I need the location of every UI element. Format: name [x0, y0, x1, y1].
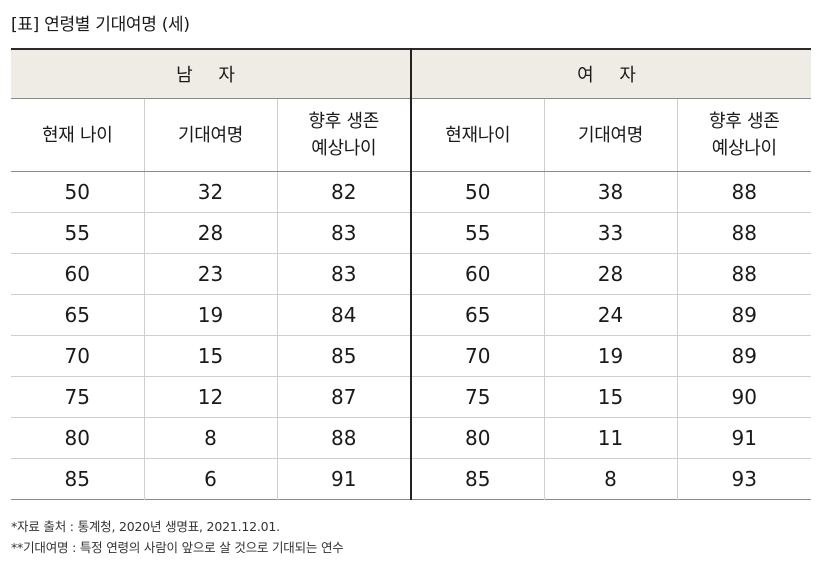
table-cell: 50 — [411, 171, 545, 213]
table-cell: 70 — [11, 335, 145, 377]
table-cell: 12 — [144, 376, 278, 418]
table-cell: 15 — [144, 335, 278, 377]
table-cell: 90 — [677, 376, 811, 418]
table-cell: 89 — [677, 294, 811, 336]
footnote-source: *자료 출처 : 통계청, 2020년 생명표, 2021.12.01. — [11, 519, 280, 534]
table-body: 50 32 82 50 38 88 55 28 83 55 33 88 60 23 83 60 28 88 65 19… — [11, 171, 811, 500]
group-header-row: 남 자 여 자 — [11, 49, 811, 99]
table-cell: 19 — [544, 335, 678, 377]
table-cell: 75 — [411, 376, 545, 418]
table-cell: 84 — [277, 294, 412, 336]
table-cell: 28 — [544, 253, 678, 295]
table-cell: 85 — [11, 458, 145, 500]
life-expectancy-table: 남 자 여 자 현재 나이 기대여명 향후 생존 예상나이 현재나이 기대여명 향… — [11, 48, 811, 500]
table-cell: 28 — [144, 212, 278, 254]
table-cell: 60 — [11, 253, 145, 295]
table-row: 55 28 83 55 33 88 — [11, 212, 811, 254]
table-cell: 88 — [677, 253, 811, 295]
table-cell: 65 — [411, 294, 545, 336]
table-cell: 55 — [411, 212, 545, 254]
table-cell: 91 — [277, 458, 412, 500]
column-header: 기대여명 — [144, 98, 278, 172]
table-cell: 75 — [11, 376, 145, 418]
footnote-definition: **기대여명 : 특정 연령의 사람이 앞으로 살 것으로 기대되는 연수 — [11, 540, 344, 555]
table-cell: 15 — [544, 376, 678, 418]
table-cell: 91 — [677, 417, 811, 459]
table-cell: 88 — [731, 180, 757, 204]
table-row: 70 15 85 70 19 89 — [11, 335, 811, 377]
table-cell: 83 — [277, 212, 412, 254]
table-title: [표] 연령별 기대여명 (세) — [11, 15, 190, 35]
table-cell: 8 — [144, 417, 278, 459]
group-header-male: 남 자 — [11, 49, 412, 99]
table-cell: 82 — [277, 171, 412, 213]
table-row: 80 8 88 80 11 91 — [11, 417, 811, 459]
table-cell: 89 — [677, 335, 811, 377]
table-cell: 24 — [544, 294, 678, 336]
table-cell: 6 — [144, 458, 278, 500]
table-cell: 85 — [411, 458, 545, 500]
table-row: 60 23 83 60 28 88 — [11, 253, 811, 295]
footnotes: *자료 출처 : 통계청, 2020년 생명표, 2021.12.01. **기… — [11, 516, 344, 558]
column-header: 현재나이 — [411, 98, 545, 172]
column-header: 현재 나이 — [11, 98, 145, 172]
table-row: 75 12 87 75 15 90 — [11, 376, 811, 418]
table-cell: 93 — [677, 458, 811, 500]
table-cell: 80 — [11, 417, 145, 459]
table-row: 50 32 82 50 38 88 — [11, 171, 811, 213]
table-cell: 85 — [277, 335, 412, 377]
group-header-female: 여 자 — [411, 49, 811, 99]
table-cell: 8 — [544, 458, 678, 500]
table-cell: 88 — [677, 212, 811, 254]
table-cell: 38 — [544, 171, 678, 213]
table-row: 65 19 84 65 24 89 — [11, 294, 811, 336]
table-cell: 33 — [544, 212, 678, 254]
table-cell: 88 — [277, 417, 412, 459]
table-cell: 55 — [11, 212, 145, 254]
column-header-row: 현재 나이 기대여명 향후 생존 예상나이 현재나이 기대여명 향후 생존 예상나이 — [11, 98, 811, 172]
table-cell: 65 — [11, 294, 145, 336]
table-cell: 83 — [277, 253, 412, 295]
table-cell: 19 — [144, 294, 278, 336]
column-header: 향후 생존 예상나이 — [677, 98, 811, 172]
table-cell: 70 — [411, 335, 545, 377]
table-cell: 87 — [277, 376, 412, 418]
table-cell: 11 — [544, 417, 678, 459]
table-cell: 60 — [411, 253, 545, 295]
table-cell: 23 — [144, 253, 278, 295]
table-row: 85 6 91 85 8 93 — [11, 458, 811, 500]
table-cell: 32 — [144, 171, 278, 213]
column-header: 기대여명 — [544, 98, 678, 172]
table-cell: 50 — [11, 171, 145, 213]
table-cell: 80 — [411, 417, 545, 459]
column-header: 향후 생존 예상나이 — [277, 98, 412, 172]
